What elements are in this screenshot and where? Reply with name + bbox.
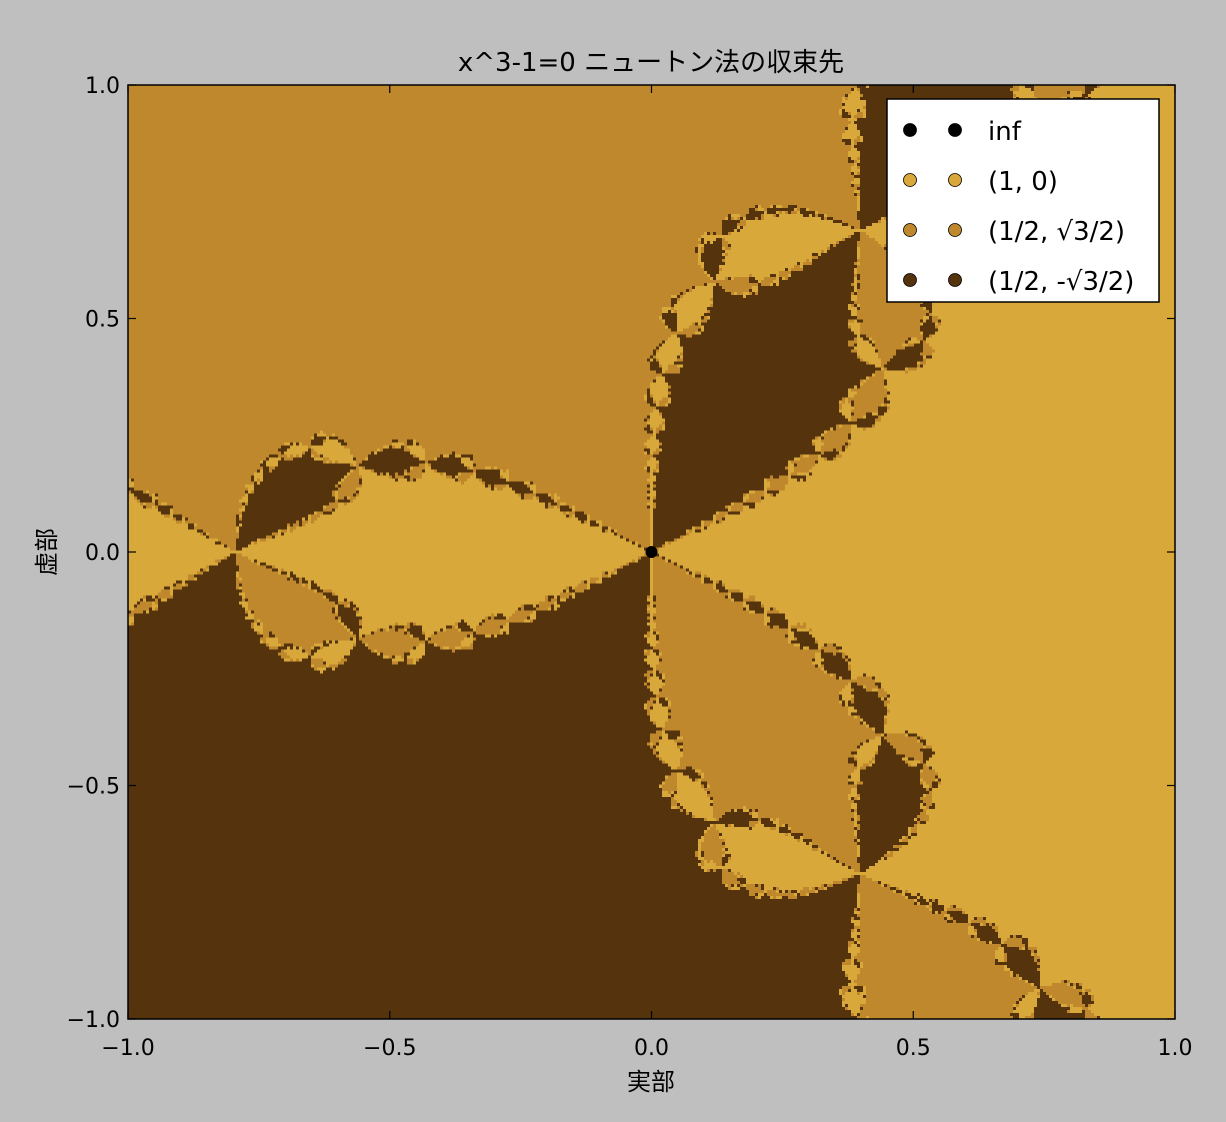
legend-marker — [903, 273, 917, 287]
x-tick-label: 1.0 — [1158, 1036, 1193, 1061]
ticks-layer: −1.0 −0.5 0.0 0.5 1.0 1.0 0.5 0.0 −0.5 −1.0 — [67, 74, 1193, 1061]
inf-point — [645, 546, 658, 558]
x-tick-label: −0.5 — [363, 1036, 416, 1061]
y-tick-label: −0.5 — [67, 775, 120, 800]
y-tick-label: 1.0 — [85, 74, 120, 99]
x-tick-label: 0.0 — [634, 1036, 669, 1061]
legend-label: inf — [988, 117, 1022, 147]
legend-marker — [903, 173, 917, 187]
legend: inf (1, 0) (1/2, √3/2) (1/2, -√3/2) — [886, 98, 1160, 303]
x-axis-label: 実部 — [627, 1068, 675, 1096]
legend-marker — [948, 123, 962, 137]
legend-entries: inf (1, 0) (1/2, √3/2) (1/2, -√3/2) — [903, 117, 1134, 297]
legend-label: (1, 0) — [988, 167, 1058, 197]
y-tick-label: 0.0 — [85, 541, 120, 566]
chart-title: x^3-1=0 ニュートン法の収束先 — [458, 48, 844, 78]
points-layer — [645, 546, 658, 558]
y-tick-label: −1.0 — [67, 1008, 120, 1033]
legend-marker — [948, 273, 962, 287]
legend-box — [886, 98, 1160, 303]
legend-marker — [903, 123, 917, 137]
y-axis-label: 虚部 — [33, 528, 61, 576]
y-tick-label: 0.5 — [85, 308, 120, 333]
x-tick-label: 0.5 — [896, 1036, 931, 1061]
legend-label: (1/2, √3/2) — [988, 217, 1125, 247]
legend-marker — [948, 173, 962, 187]
legend-marker — [903, 223, 917, 237]
x-tick-label: −1.0 — [101, 1036, 154, 1061]
legend-label: (1/2, -√3/2) — [988, 267, 1134, 297]
legend-marker — [948, 223, 962, 237]
